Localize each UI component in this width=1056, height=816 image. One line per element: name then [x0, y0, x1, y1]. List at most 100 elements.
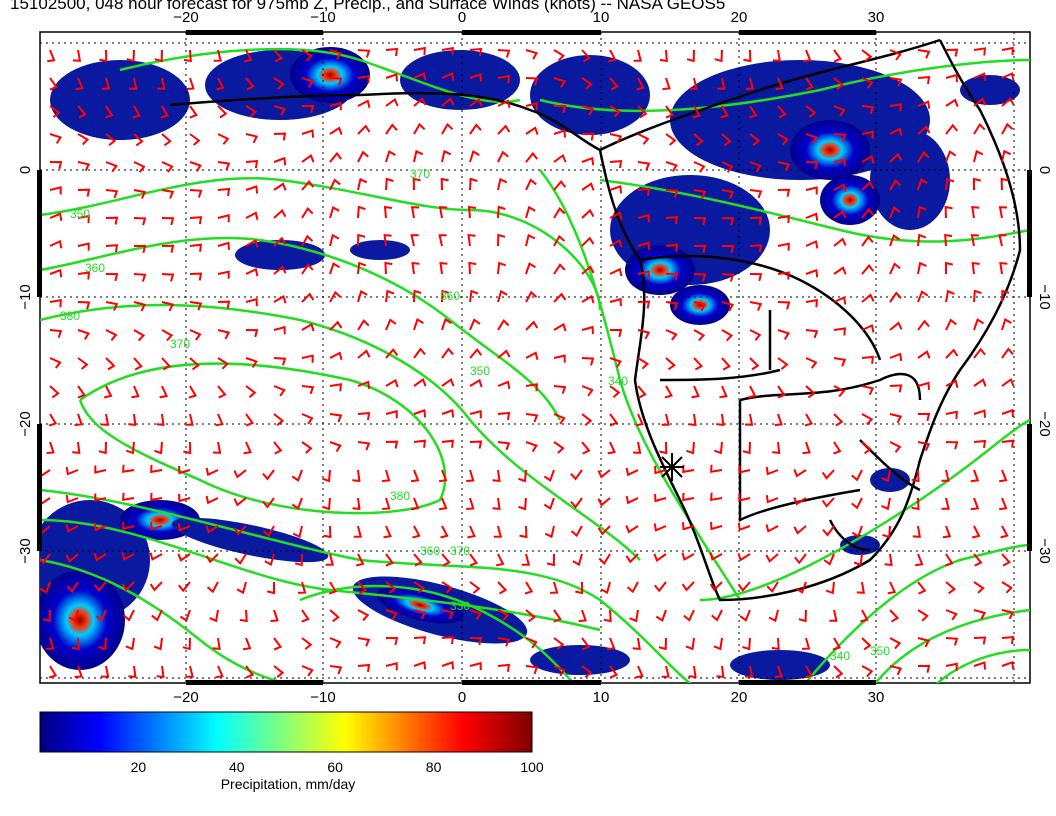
wind-barb — [748, 105, 758, 119]
wind-barb — [497, 349, 511, 359]
wind-barb — [805, 299, 818, 308]
wind-barb — [161, 244, 175, 253]
wind-barb — [945, 177, 955, 191]
wind-barb — [524, 581, 534, 595]
wind-barb — [439, 261, 448, 275]
wind-barb — [357, 412, 371, 421]
wind-barb — [609, 77, 619, 91]
wind-barb — [233, 525, 247, 536]
wind-barb — [185, 665, 194, 678]
wind-barb — [385, 662, 398, 671]
wind-barb — [581, 357, 595, 366]
wind-barb — [189, 189, 203, 198]
wind-barb — [469, 553, 479, 567]
wind-barb — [709, 581, 723, 592]
lon-tick-label-bottom: 30 — [868, 689, 885, 706]
wind-barb — [213, 49, 222, 62]
wind-barb — [775, 77, 784, 91]
wind-barb — [553, 354, 566, 363]
page-title: 15102500, 048 hour forecast for 975mb Z,… — [10, 0, 726, 13]
wind-barb — [160, 105, 169, 119]
wind-barb — [245, 413, 255, 427]
wind-barb — [682, 522, 695, 531]
wind-barb — [609, 665, 619, 679]
wind-barb — [177, 523, 191, 532]
wind-barb — [581, 385, 594, 397]
wind-barb — [833, 327, 847, 336]
wind-barb — [234, 553, 247, 565]
wind-barb — [385, 440, 399, 449]
wind-barb — [441, 72, 455, 81]
wind-barb — [301, 77, 315, 88]
wind-barb — [159, 385, 168, 399]
wind-barb — [685, 637, 695, 651]
wind-barb — [889, 103, 903, 112]
wind-barb — [794, 553, 807, 565]
wind-barb — [710, 464, 723, 473]
wind-barb — [441, 439, 455, 448]
wind-barb — [245, 159, 259, 169]
wind-barb — [205, 553, 219, 564]
wind-barb — [653, 523, 667, 532]
wind-barb — [721, 189, 735, 199]
wind-barb — [802, 441, 811, 455]
wind-barb — [328, 581, 338, 595]
wind-barb — [49, 268, 63, 278]
wind-barb — [105, 301, 119, 311]
wind-barb — [49, 329, 63, 339]
wind-barb — [385, 378, 399, 388]
wind-barb — [609, 357, 622, 368]
wind-barb — [581, 156, 595, 166]
wind-barb — [301, 322, 315, 332]
wind-barb — [553, 179, 567, 191]
wind-barb — [971, 525, 981, 539]
wind-barb — [525, 441, 538, 453]
wind-barb — [570, 469, 583, 481]
wind-barb — [629, 609, 639, 623]
wind-barb — [999, 497, 1008, 511]
wind-barb — [385, 581, 397, 594]
wind-barb — [125, 637, 135, 651]
wind-barb — [301, 385, 315, 395]
wind-barb — [822, 525, 835, 537]
wind-barb — [245, 357, 258, 369]
wind-barb — [105, 273, 119, 282]
wind-barb — [492, 469, 501, 483]
wind-barb — [189, 301, 203, 311]
wind-barb — [581, 413, 593, 426]
wind-barb — [917, 177, 928, 191]
wind-barb — [105, 133, 117, 146]
wind-barb — [329, 262, 341, 275]
wind-barb — [273, 637, 283, 651]
wind-barb — [121, 581, 135, 592]
wind-barb — [889, 206, 901, 219]
lon-tick-label-bottom: −20 — [173, 689, 198, 706]
wind-barb — [385, 123, 398, 135]
wind-barb — [357, 75, 370, 84]
wind-barb — [805, 161, 819, 170]
wind-barb — [941, 497, 950, 510]
wind-barb — [497, 663, 511, 673]
wind-barb — [413, 72, 427, 81]
wind-barb — [917, 637, 931, 648]
wind-barb — [889, 291, 902, 303]
wind-barb — [209, 609, 219, 623]
wind-barb — [215, 413, 224, 427]
wind-barb — [236, 581, 247, 595]
contour-label: 340 — [608, 374, 628, 388]
wind-barb — [65, 553, 79, 563]
wind-barb — [1001, 72, 1015, 81]
wind-barb — [945, 379, 959, 388]
wind-barb — [829, 609, 838, 622]
wind-barb — [525, 637, 538, 649]
wind-barb — [861, 235, 874, 247]
wind-barb — [413, 609, 427, 620]
wind-barb — [154, 49, 163, 63]
contour-label: 370 — [410, 167, 430, 181]
wind-barb — [1001, 377, 1015, 387]
wind-barb — [301, 154, 315, 163]
wind-barb — [553, 609, 562, 623]
contour-labels: 350 360 380 370 370 360 350 340 330 380 370 360 340 3… — [60, 167, 890, 663]
wind-barb — [553, 49, 565, 62]
wind-barb — [262, 497, 275, 509]
